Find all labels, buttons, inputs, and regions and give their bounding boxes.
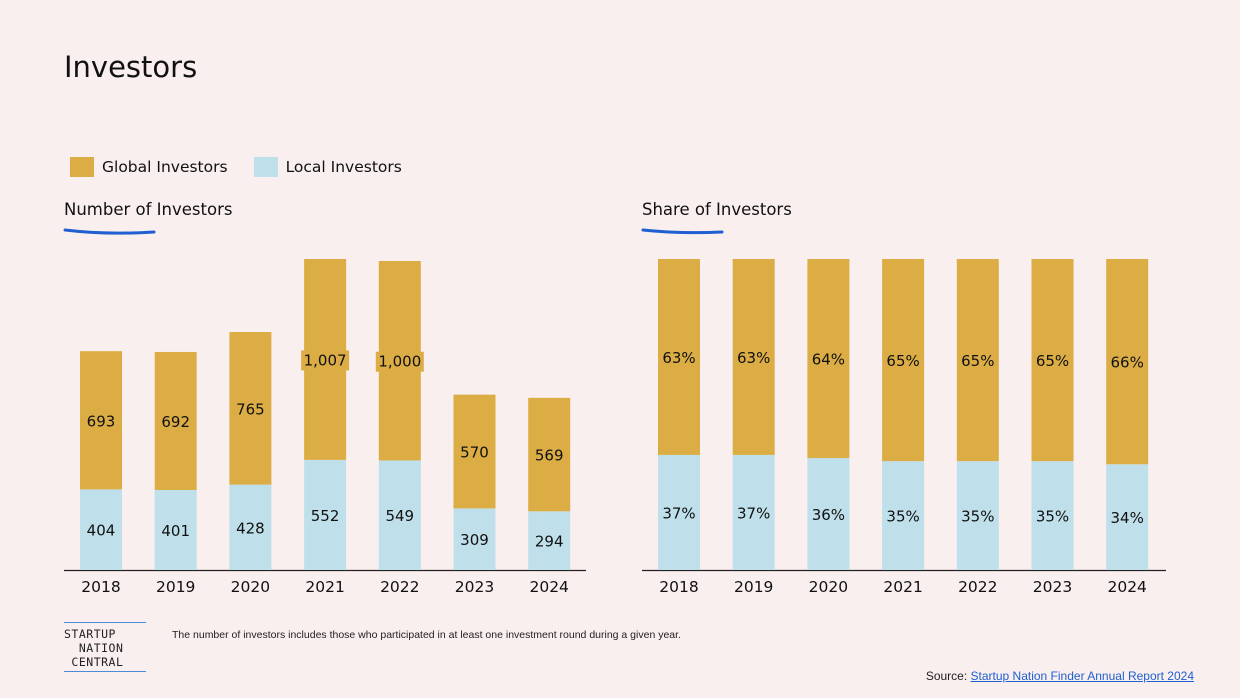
bar-global-2019 [732,259,775,455]
data-label-global-2024: 66% [1111,354,1144,372]
x-tick-label-2020: 2020 [231,578,270,596]
data-label-global-2021: 1,007 [304,351,347,369]
source-link[interactable]: Startup Nation Finder Annual Report 2024 [970,669,1194,683]
footnote: The number of investors includes those w… [172,629,681,641]
data-label-local-2023: 309 [460,531,489,549]
logo-line-3: CENTRAL [64,655,124,669]
underline-mark-share [641,228,724,235]
data-label-global-2020: 64% [812,351,845,369]
bar-local-2018 [80,489,122,570]
data-label-global-2019: 692 [161,413,190,431]
data-label-bg-global-2022 [375,351,424,372]
bar-local-2023 [1031,461,1074,570]
x-tick-label-2022: 2022 [958,578,997,596]
bar-global-2020 [229,332,272,485]
number-of-investors-chart: 404 693 2018 401 692 2019 428 765 2020 552 1,007 20… [64,259,586,596]
data-label-local-2021: 552 [311,507,340,525]
data-label-global-2021: 65% [886,352,919,370]
bar-global-2018 [80,351,122,490]
data-label-local-2022: 549 [385,507,414,525]
bar-local-2018 [658,454,700,570]
chart-title-number: Number of Investors [64,200,233,219]
x-tick-label-2020: 2020 [809,578,848,596]
bar-local-2020 [807,458,850,570]
data-label-local-2024: 34% [1111,509,1144,527]
bar-global-2018 [658,259,700,455]
data-label-local-2020: 428 [236,519,265,537]
bar-local-2019 [154,490,197,570]
chart-title-share: Share of Investors [642,200,792,219]
source-line: Source: Startup Nation Finder Annual Rep… [926,669,1194,683]
bar-global-2021 [882,259,925,462]
data-label-global-2023: 65% [1036,352,1069,370]
bar-global-2020 [807,259,850,459]
x-tick-label-2024: 2024 [1107,578,1146,596]
data-label-local-2023: 35% [1036,508,1069,526]
bar-global-2024 [1106,259,1149,465]
share-of-investors-chart: 37% 63% 2018 37% 63% 2019 36% 64% 2020 35% 65% 2021… [642,259,1166,596]
x-tick-label-2023: 2023 [1033,578,1072,596]
data-label-global-2022: 65% [961,352,994,370]
data-label-global-2019: 63% [737,349,770,367]
x-tick-label-2021: 2021 [883,578,922,596]
legend-swatch-local [253,157,278,177]
x-tick-label-2023: 2023 [455,578,494,596]
data-label-local-2021: 35% [886,508,919,526]
chart-legend: Global Investors Local Investors [70,157,428,177]
startup-nation-central-logo: STARTUP NATION CENTRAL [64,622,146,672]
bar-local-2022 [956,461,999,570]
bar-local-2022 [378,460,421,570]
bar-global-2023 [453,394,496,509]
bar-local-2023 [453,508,496,570]
legend-item-global: Global Investors [70,157,228,177]
bar-local-2021 [304,459,347,570]
bar-global-2024 [528,397,571,512]
data-label-local-2019: 401 [161,522,190,540]
data-label-local-2024: 294 [535,533,564,551]
data-label-local-2019: 37% [737,504,770,522]
data-label-global-2024: 569 [535,447,564,465]
data-label-global-2018: 63% [662,349,695,367]
x-tick-label-2024: 2024 [529,578,568,596]
bar-global-2019 [154,351,197,491]
x-tick-label-2021: 2021 [305,578,344,596]
legend-swatch-global [70,157,94,177]
logo-line-1: STARTUP [64,627,116,641]
bar-global-2023 [1031,259,1074,462]
bar-local-2024 [528,511,571,570]
x-tick-label-2022: 2022 [380,578,419,596]
legend-label-global: Global Investors [102,158,228,176]
data-label-local-2022: 35% [961,508,994,526]
data-label-local-2018: 37% [662,504,695,522]
x-tick-label-2019: 2019 [734,578,773,596]
data-label-bg-global-2021 [301,350,350,371]
data-label-global-2022: 1,000 [378,353,421,371]
data-label-global-2023: 570 [460,444,489,462]
bar-local-2019 [732,454,775,570]
bar-local-2021 [882,461,925,570]
x-tick-label-2018: 2018 [81,578,120,596]
data-label-local-2020: 36% [812,506,845,524]
underline-mark-number [63,228,156,235]
data-label-global-2018: 693 [87,412,116,430]
logo-line-2: NATION [64,641,124,655]
data-label-global-2020: 765 [236,400,265,418]
data-label-local-2018: 404 [87,522,116,540]
legend-label-local: Local Investors [285,158,402,176]
source-label: Source: [925,669,968,683]
bar-local-2024 [1106,464,1149,570]
bar-local-2020 [229,484,272,570]
legend-item-local: Local Investors [253,157,402,177]
bar-global-2022 [956,259,999,462]
page-title: Investors [64,50,198,84]
x-tick-label-2019: 2019 [156,578,195,596]
x-tick-label-2018: 2018 [659,578,698,596]
